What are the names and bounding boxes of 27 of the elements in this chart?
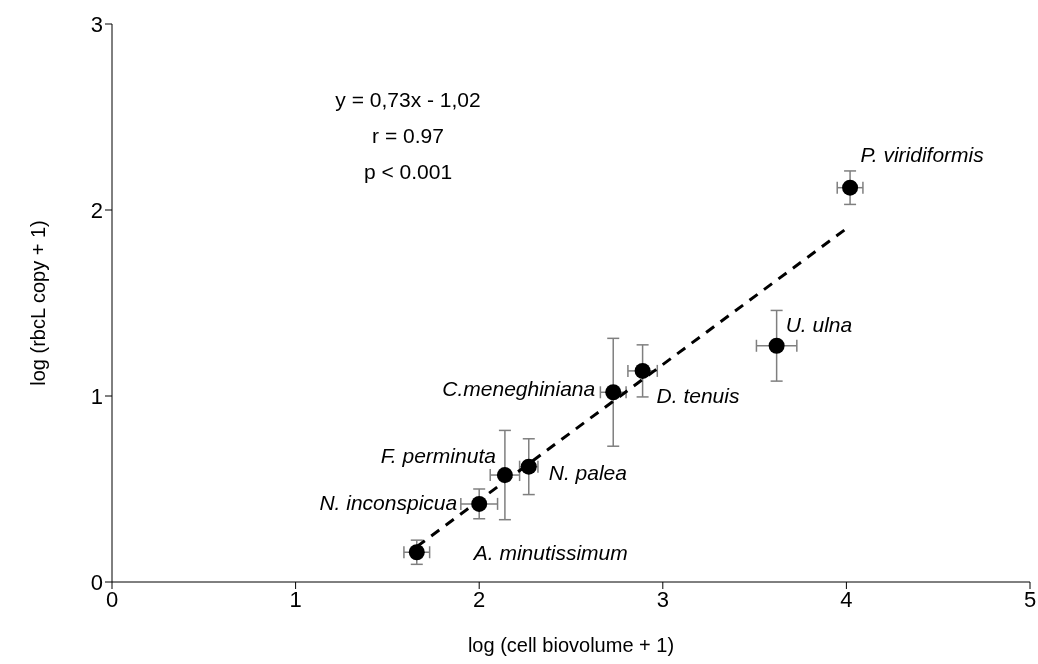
- y-tick-label: 0: [90, 569, 103, 595]
- x-tick-label: 4: [840, 586, 853, 612]
- annotation: F. perminuta: [380, 444, 496, 468]
- point: [842, 179, 859, 196]
- x-tick-label: 5: [1023, 586, 1037, 612]
- point: [768, 337, 785, 354]
- annotation: r = 0.97: [371, 124, 445, 148]
- y-tick-label: 3: [90, 11, 103, 37]
- point: [605, 384, 622, 401]
- annotation: D. tenuis: [656, 383, 740, 407]
- y-axis-title: log (rbcL copy + 1): [27, 220, 50, 386]
- annotation: U. ulna: [785, 312, 853, 336]
- annotation: C.meneghiniana: [442, 377, 596, 401]
- point: [634, 362, 651, 379]
- x-axis-title: log (cell biovolume + 1): [467, 634, 675, 656]
- x-tick-label: 3: [656, 586, 669, 612]
- annotation: N. inconspicua: [319, 490, 458, 514]
- annotation: P. viridiformis: [860, 142, 985, 166]
- x-tick-label: 2: [473, 586, 486, 612]
- y-tick-label: 1: [90, 383, 103, 409]
- x-tick-label: 1: [289, 586, 302, 612]
- y-tick-label: 2: [90, 197, 103, 223]
- point: [408, 544, 425, 561]
- annotation: p < 0.001: [362, 160, 454, 184]
- annotation: N. palea: [548, 460, 627, 484]
- annotation: A. minutissimum: [471, 541, 628, 565]
- annotation: y = 0,73x - 1,02: [334, 88, 482, 112]
